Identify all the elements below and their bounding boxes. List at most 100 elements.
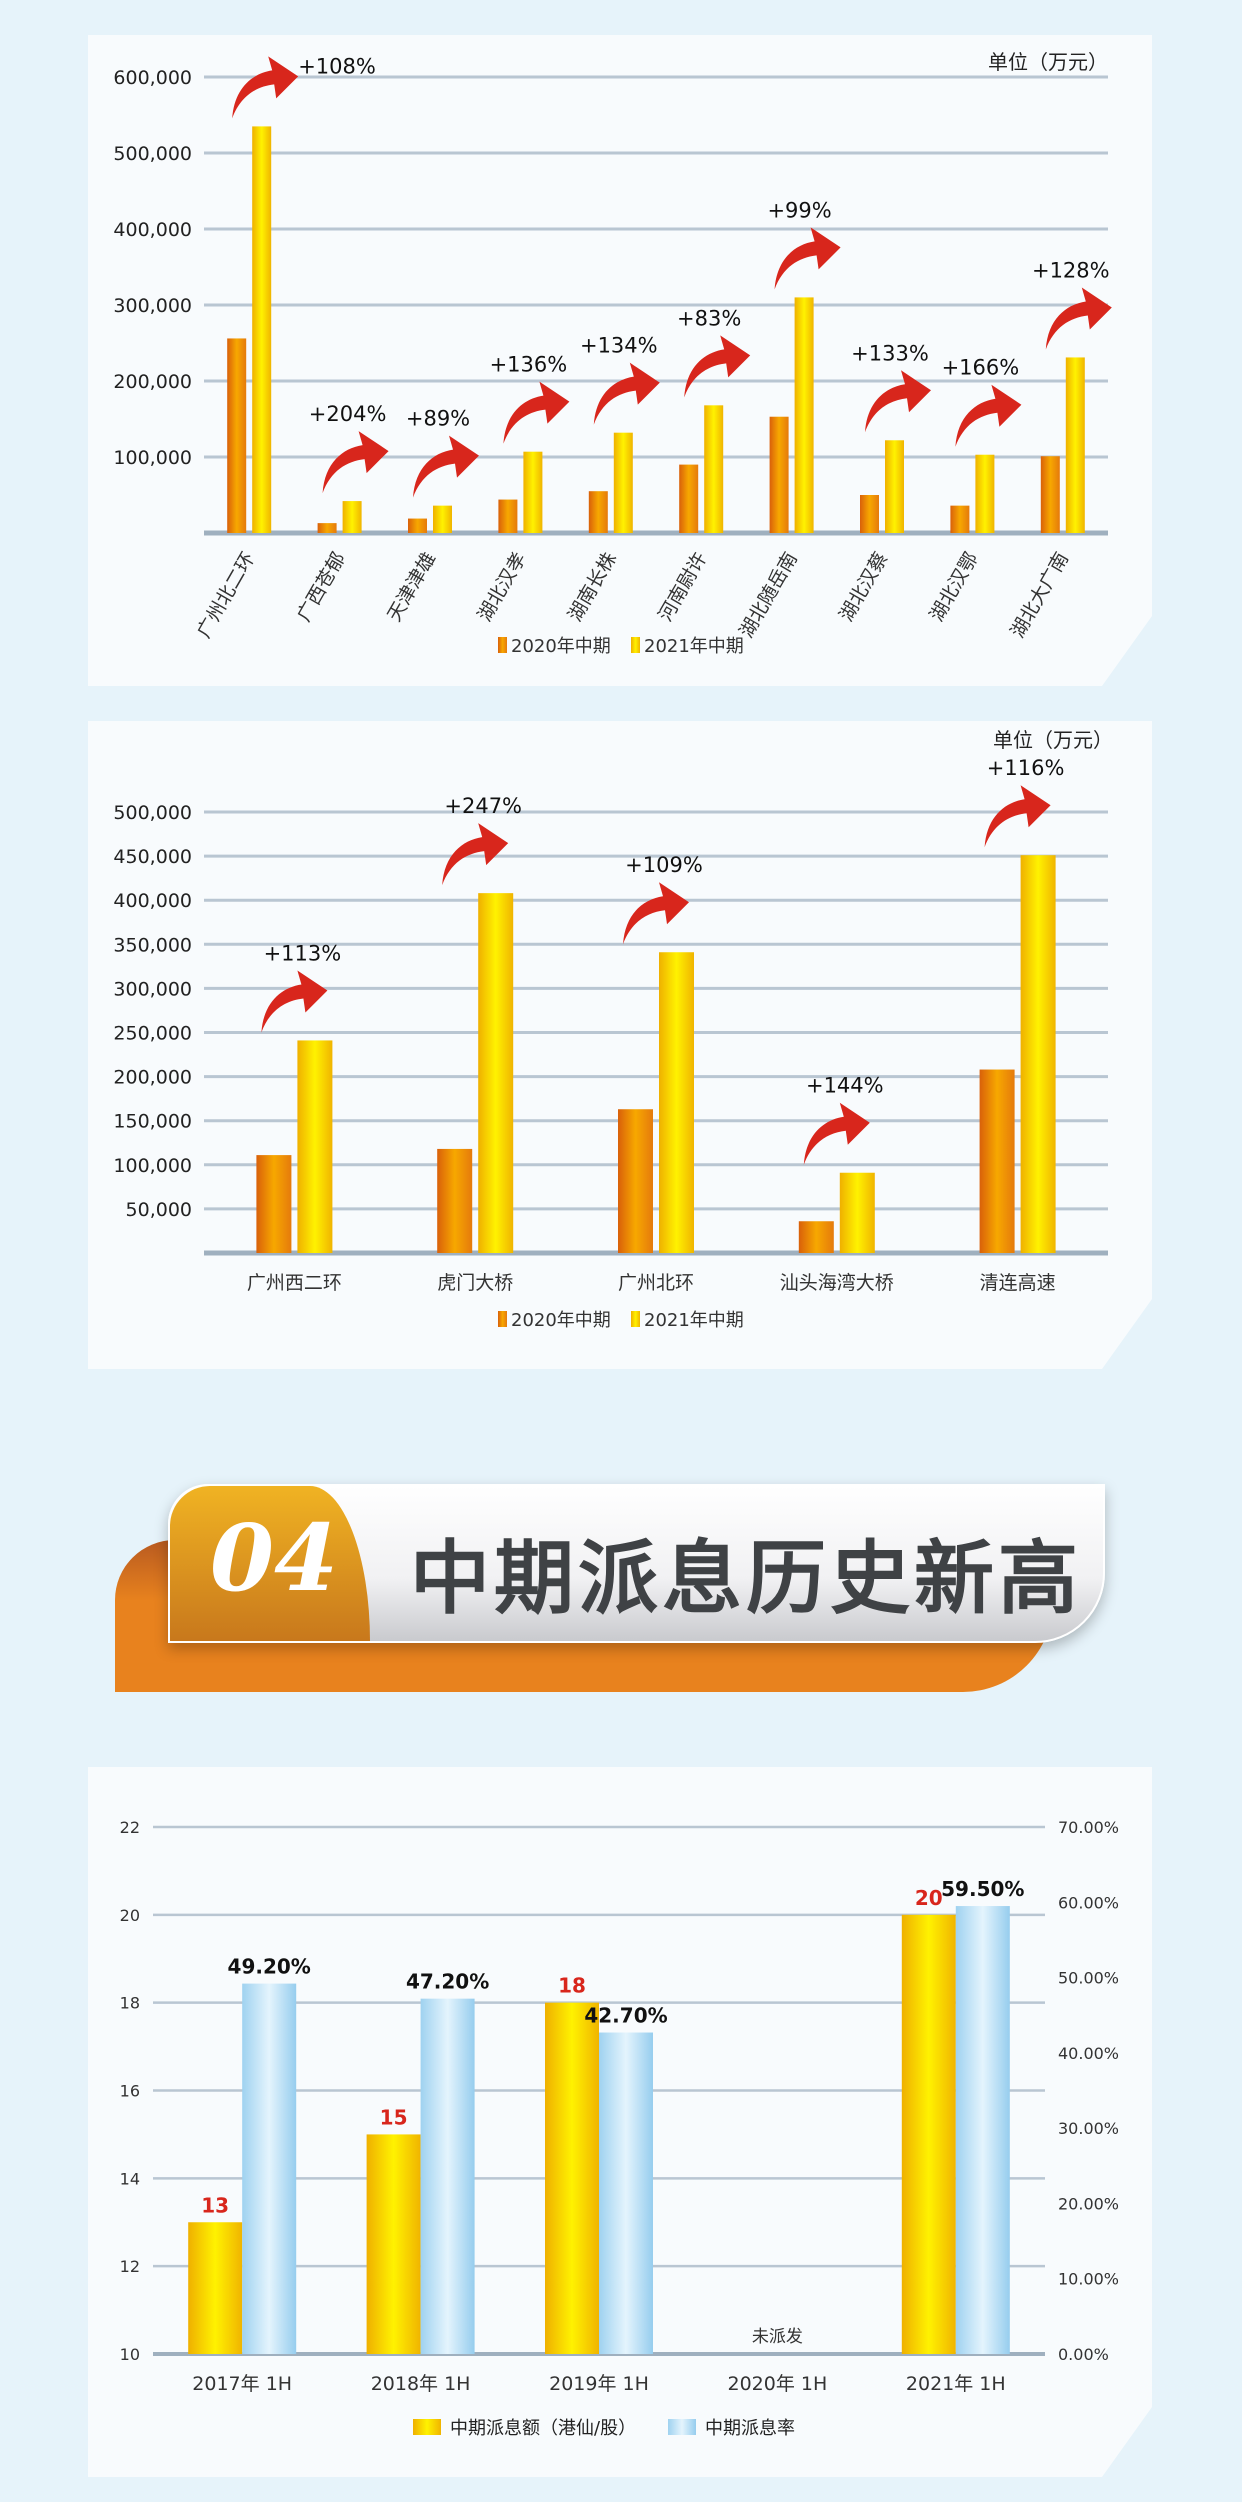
x-category-label: 2018年 1H — [371, 2373, 471, 2395]
bar-2021 — [795, 297, 814, 533]
growth-arrow-icon — [594, 363, 660, 425]
growth-label: +99% — [767, 198, 831, 222]
y-left-tick-label: 22 — [120, 1818, 140, 1837]
bar-2021 — [1066, 357, 1085, 533]
unit-label: 单位（万元） — [993, 728, 1113, 752]
dividend-amount-label: 20 — [915, 1886, 943, 1910]
bar-2020 — [408, 519, 427, 533]
growth-label: +144% — [806, 1074, 884, 1098]
bar-chart-toll-revenue-2: 50,000 100,000 150,000 200,000 250,000 300,00… — [88, 721, 1152, 1369]
legend-swatch-2020 — [498, 1311, 507, 1327]
bar-2021 — [659, 952, 694, 1253]
bar-dividend-amount — [367, 2134, 421, 2354]
bar-chart-dividend: 10 12 14 16 18 20 22 0.00% 10.00% 20.00% 30.00% 40.… — [88, 1767, 1152, 2477]
chart-card-1: 100,000 200,000 300,000 400,000 500,000 600,0… — [88, 35, 1152, 686]
x-category-label: 广西苍郁 — [293, 549, 350, 626]
growth-arrow-icon — [323, 431, 389, 493]
bar-2021 — [433, 506, 452, 533]
y-tick-label: 350,000 — [113, 934, 192, 956]
growth-label: +204% — [309, 402, 387, 426]
legend-swatch-2020 — [498, 637, 507, 653]
x-category-label: 清连高速 — [980, 1272, 1056, 1294]
bar-2021 — [343, 501, 362, 533]
growth-arrow-icon — [442, 823, 508, 885]
x-category-label: 汕头海湾大桥 — [780, 1272, 894, 1294]
y-left-tick-label: 16 — [120, 2082, 140, 2101]
chart-card-3: 10 12 14 16 18 20 22 0.00% 10.00% 20.00% 30.00% 40.… — [88, 1767, 1152, 2477]
x-category-label: 天津津雄 — [383, 549, 440, 626]
growth-label: +166% — [942, 356, 1020, 380]
dividend-amount-label: 15 — [380, 2105, 408, 2129]
legend-swatch-2021 — [631, 1311, 640, 1327]
y-left-tick-label: 10 — [120, 2345, 140, 2364]
x-category-label: 虎门大桥 — [437, 1272, 513, 1294]
growth-label: +113% — [264, 941, 342, 965]
section-number: 04 — [210, 1504, 339, 1612]
bar-payout-ratio — [956, 1906, 1010, 2354]
x-category-label: 2019年 1H — [549, 2373, 649, 2395]
growth-label: +109% — [625, 853, 703, 877]
bar-2021 — [885, 440, 904, 533]
growth-arrow-icon — [1046, 287, 1112, 349]
y-tick-label: 450,000 — [113, 846, 192, 868]
growth-label: +89% — [406, 407, 470, 431]
legend-label-2021: 2021年中期 — [644, 636, 744, 657]
x-category-label: 湖南长株 — [564, 549, 621, 626]
bar-2020 — [256, 1155, 291, 1253]
growth-arrow-icon — [775, 227, 841, 289]
y-left-tick-label: 20 — [120, 1906, 140, 1925]
bar-dividend-amount — [545, 2003, 599, 2354]
bar-chart-toll-revenue-1: 100,000 200,000 300,000 400,000 500,000 600,0… — [88, 35, 1152, 686]
x-category-label: 广州北环 — [618, 1272, 694, 1294]
y-tick-label: 200,000 — [113, 1067, 192, 1089]
growth-arrow-icon — [232, 56, 298, 118]
growth-arrow-icon — [503, 382, 569, 444]
payout-ratio-label: 42.70% — [584, 2004, 667, 2028]
y-right-tick-label: 70.00% — [1058, 1818, 1119, 1837]
y-right-tick-label: 50.00% — [1058, 1969, 1119, 1988]
y-tick-label: 500,000 — [113, 143, 192, 165]
bar-2020 — [227, 338, 246, 533]
bar-payout-ratio — [421, 1999, 475, 2354]
bar-2020 — [860, 495, 879, 533]
banner-front-shape: 04 中期派息历史新高 — [168, 1484, 1105, 1643]
growth-arrow-icon — [413, 436, 479, 498]
payout-ratio-label: 49.20% — [228, 1955, 311, 1979]
y-tick-label: 250,000 — [113, 1023, 192, 1045]
legend-swatch-ratio — [668, 2419, 696, 2435]
bar-2021 — [1021, 855, 1056, 1253]
legend-label-2020: 2020年中期 — [511, 636, 611, 657]
growth-arrow-icon — [623, 882, 689, 944]
legend-swatch-amount — [413, 2419, 441, 2435]
legend-label-2020: 2020年中期 — [511, 1310, 611, 1331]
bar-2020 — [589, 491, 608, 533]
y-left-tick-label: 14 — [120, 2169, 140, 2188]
y-right-tick-label: 30.00% — [1058, 2119, 1119, 2138]
x-category-label: 2017年 1H — [192, 2373, 292, 2395]
dividend-amount-label: 18 — [558, 1974, 586, 1998]
y-tick-label: 400,000 — [113, 890, 192, 912]
growth-arrow-icon — [865, 370, 931, 432]
bar-2021 — [840, 1173, 875, 1253]
chart-card-2: 50,000 100,000 150,000 200,000 250,000 300,00… — [88, 721, 1152, 1369]
legend-label-ratio: 中期派息率 — [705, 2418, 795, 2439]
banner-number-cap: 04 — [170, 1486, 370, 1641]
bar-2021 — [252, 126, 271, 533]
legend-label-2021: 2021年中期 — [644, 1310, 744, 1331]
growth-label: +136% — [490, 353, 568, 377]
bar-2020 — [318, 523, 337, 533]
x-category-label: 广州西二环 — [247, 1272, 342, 1294]
x-category-label: 湖北汉孝 — [474, 549, 531, 626]
bar-2020 — [770, 417, 789, 533]
growth-arrow-icon — [955, 385, 1021, 447]
y-tick-label: 600,000 — [113, 67, 192, 89]
y-left-tick-label: 18 — [120, 1994, 140, 2013]
bar-2021 — [297, 1040, 332, 1253]
bar-2020 — [1041, 456, 1060, 533]
bar-2020 — [950, 506, 969, 533]
bar-2020 — [799, 1221, 834, 1253]
y-tick-label: 300,000 — [113, 295, 192, 317]
bar-2021 — [478, 893, 513, 1253]
dividend-amount-label: 13 — [201, 2193, 229, 2217]
bar-dividend-amount — [188, 2222, 242, 2354]
